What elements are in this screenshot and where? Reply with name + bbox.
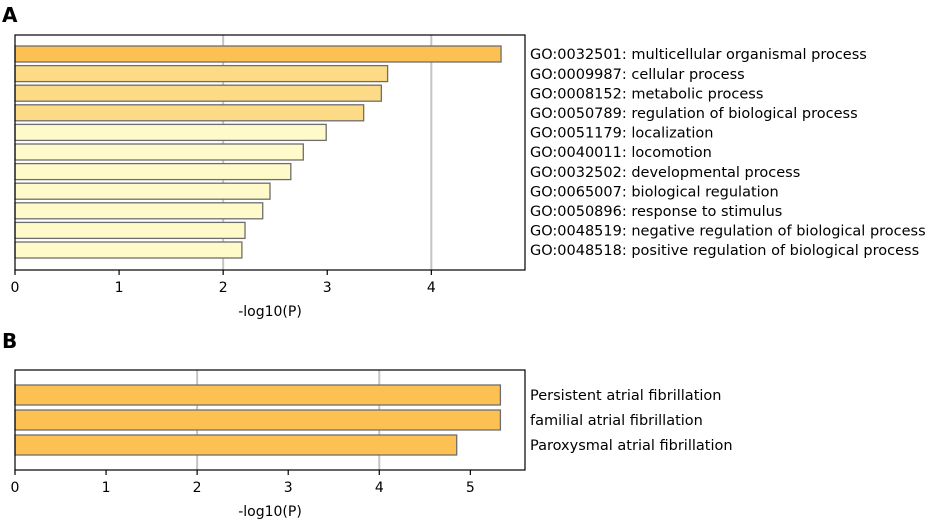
plot-frame <box>14 369 526 471</box>
bar-2 <box>14 84 383 102</box>
category-label-2: Paroxysmal atrial fibrillation <box>530 438 733 454</box>
bar-0 <box>14 384 502 406</box>
bar-1 <box>14 64 389 83</box>
category-label-10: GO:0048518: positive regulation of biolo… <box>530 243 919 259</box>
x-tick-label-1: 1 <box>102 480 111 496</box>
panel-label-a: A <box>2 3 18 27</box>
bar-4 <box>14 123 327 142</box>
bar-0 <box>14 45 502 63</box>
x-axis-label: -log10(P) <box>238 504 302 519</box>
x-tick-label-2: 2 <box>219 280 228 296</box>
x-tick-label-1: 1 <box>115 280 124 296</box>
category-label-0: GO:0032501: multicellular organismal pro… <box>530 47 867 63</box>
x-axis-label: -log10(P) <box>238 304 302 320</box>
x-tick-label-4: 4 <box>427 280 436 296</box>
category-label-5: GO:0040011: locomotion <box>530 145 712 161</box>
x-tick-label-4: 4 <box>375 480 384 496</box>
panel-label-b: B <box>2 329 17 353</box>
category-label-3: GO:0050789: regulation of biological pro… <box>530 106 858 122</box>
x-tick-label-3: 3 <box>323 280 332 296</box>
category-label-1: GO:0009987: cellular process <box>530 67 745 83</box>
category-label-4: GO:0051179: localization <box>530 126 713 142</box>
bar-8 <box>14 202 264 220</box>
bar-2 <box>14 434 458 456</box>
category-label-8: GO:0050896: response to stimulus <box>530 204 782 220</box>
x-tick-label-0: 0 <box>11 280 20 296</box>
panel-a-chart: GO:0032501: multicellular organismal pro… <box>11 34 926 320</box>
category-label-0: Persistent atrial fibrillation <box>530 388 721 404</box>
x-tick-label-3: 3 <box>284 480 293 496</box>
plot-frame <box>14 34 526 271</box>
category-label-6: GO:0032502: developmental process <box>530 165 800 181</box>
x-tick-label-2: 2 <box>193 480 202 496</box>
bar-10 <box>14 241 243 259</box>
panel-b-chart: Persistent atrial fibrillation familial a… <box>11 369 733 519</box>
bar-5 <box>14 143 304 161</box>
category-label-9: GO:0048519: negative regulation of biolo… <box>530 224 926 240</box>
category-label-1: familial atrial fibrillation <box>530 413 703 429</box>
x-tick-label-0: 0 <box>11 480 20 496</box>
bar-3 <box>14 104 365 122</box>
category-label-7: GO:0065007: biological regulation <box>530 184 779 200</box>
bar-7 <box>14 182 271 200</box>
x-tick-label-5: 5 <box>466 480 475 496</box>
bar-9 <box>14 221 246 240</box>
bar-6 <box>14 162 292 181</box>
bar-1 <box>14 409 502 431</box>
category-label-2: GO:0008152: metabolic process <box>530 86 763 102</box>
